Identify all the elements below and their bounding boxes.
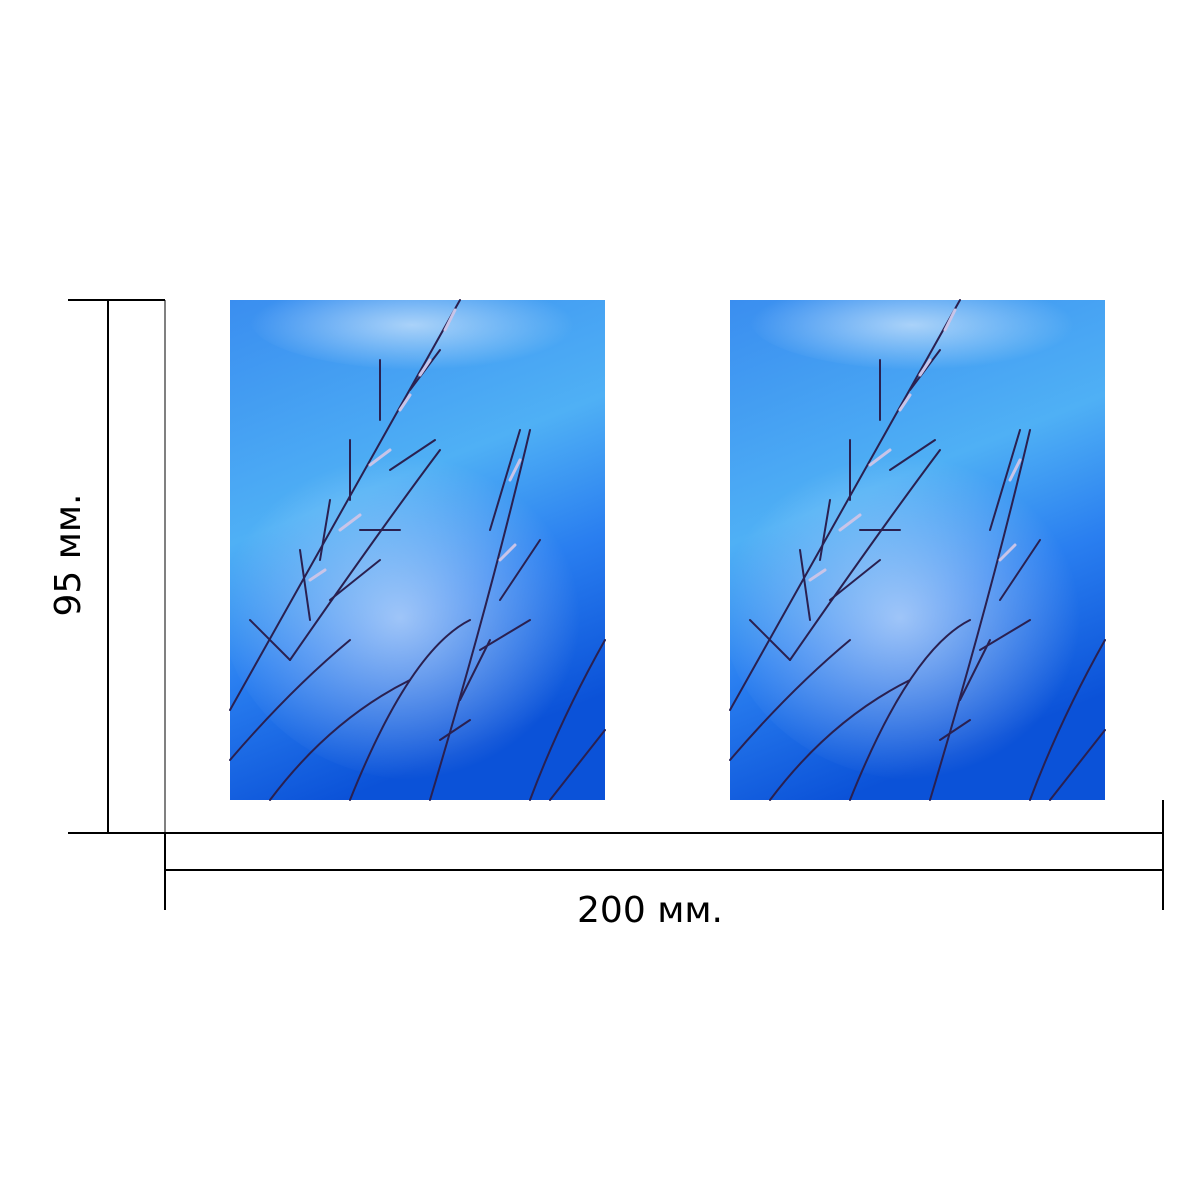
height-label: 95 мм. bbox=[48, 493, 89, 616]
width-label: 200 мм. bbox=[577, 890, 723, 931]
height-dimension: 95 мм. bbox=[48, 299, 166, 834]
product-photo-right bbox=[718, 268, 1122, 802]
width-dimension: 200 мм. bbox=[164, 800, 1164, 931]
product-photo-left bbox=[218, 268, 622, 802]
